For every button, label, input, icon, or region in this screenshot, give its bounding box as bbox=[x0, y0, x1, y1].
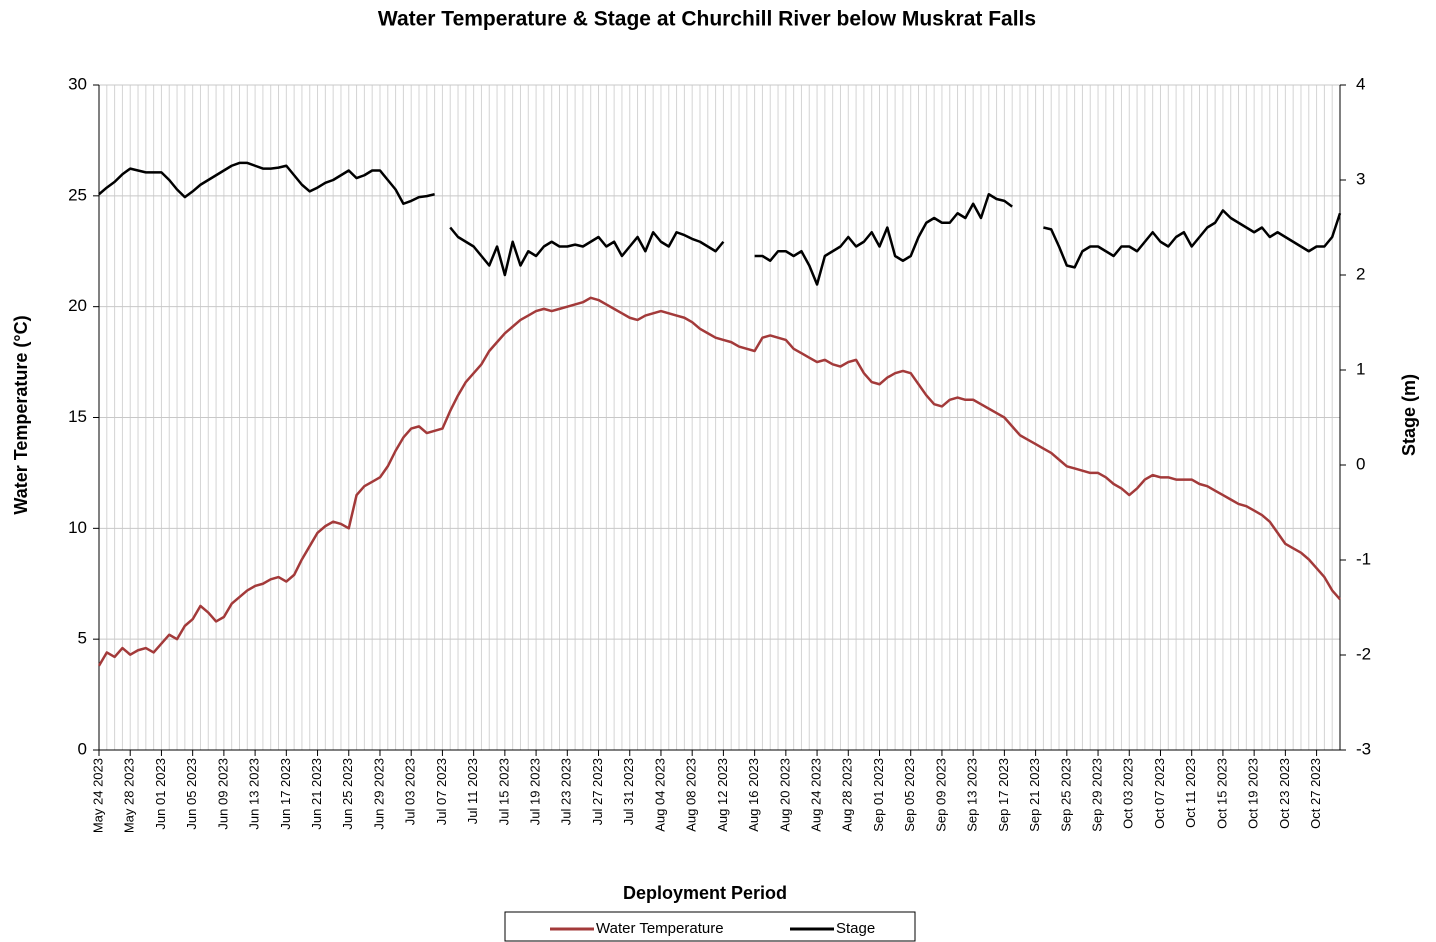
y-tick-label: 10 bbox=[68, 518, 87, 537]
x-tick-label: Jun 13 2023 bbox=[247, 758, 262, 830]
chart-title: Water Temperature & Stage at Churchill R… bbox=[378, 8, 1036, 31]
x-tick-label: Sep 05 2023 bbox=[902, 758, 917, 832]
x-tick-label: Jun 17 2023 bbox=[278, 758, 293, 830]
x-tick-label: Sep 25 2023 bbox=[1058, 758, 1073, 832]
x-tick-label: Jul 11 2023 bbox=[465, 758, 480, 824]
y2-tick-label: -1 bbox=[1356, 549, 1371, 568]
x-tick-label: Sep 21 2023 bbox=[1027, 758, 1042, 832]
y2-axis-title: Stage (m) bbox=[1399, 374, 1419, 456]
x-tick-label: Jul 15 2023 bbox=[496, 758, 511, 825]
x-tick-label: Oct 15 2023 bbox=[1214, 758, 1229, 829]
x-tick-label: Jun 29 2023 bbox=[371, 758, 386, 830]
y-tick-label: 25 bbox=[68, 185, 87, 204]
x-tick-label: Jul 07 2023 bbox=[434, 758, 449, 825]
x-tick-label: Jun 05 2023 bbox=[184, 758, 199, 830]
x-tick-label: Sep 29 2023 bbox=[1089, 758, 1104, 832]
x-tick-label: Jul 23 2023 bbox=[559, 758, 574, 825]
x-tick-label: Aug 04 2023 bbox=[652, 758, 667, 832]
x-tick-label: Aug 24 2023 bbox=[809, 758, 824, 832]
x-tick-label: Aug 20 2023 bbox=[777, 758, 792, 832]
x-tick-label: Sep 09 2023 bbox=[933, 758, 948, 832]
y2-tick-label: 0 bbox=[1356, 454, 1365, 473]
legend-label: Water Temperature bbox=[596, 920, 724, 937]
y2-tick-label: 1 bbox=[1356, 359, 1365, 378]
y2-tick-label: -3 bbox=[1356, 739, 1371, 758]
x-tick-label: Oct 27 2023 bbox=[1308, 758, 1323, 829]
x-tick-label: Oct 07 2023 bbox=[1152, 758, 1167, 829]
x-tick-label: Sep 01 2023 bbox=[871, 758, 886, 832]
x-tick-label: Sep 13 2023 bbox=[965, 758, 980, 832]
x-tick-label: Oct 03 2023 bbox=[1121, 758, 1136, 829]
x-tick-label: Sep 17 2023 bbox=[996, 758, 1011, 832]
x-axis-title: Deployment Period bbox=[623, 883, 787, 903]
x-tick-label: Jul 19 2023 bbox=[528, 758, 543, 825]
x-tick-label: Jun 21 2023 bbox=[309, 758, 324, 830]
y-tick-label: 5 bbox=[78, 629, 87, 648]
legend-box bbox=[504, 911, 916, 942]
y-tick-label: 15 bbox=[68, 407, 87, 426]
x-tick-label: May 24 2023 bbox=[90, 758, 105, 833]
legend-label: Stage bbox=[836, 920, 875, 937]
x-tick-label: Jun 25 2023 bbox=[340, 758, 355, 830]
x-tick-label: Jul 31 2023 bbox=[621, 758, 636, 825]
x-tick-label: May 28 2023 bbox=[122, 758, 137, 833]
x-tick-label: Aug 16 2023 bbox=[746, 758, 761, 832]
y-tick-label: 20 bbox=[68, 296, 87, 315]
series-line bbox=[98, 161, 1342, 286]
x-tick-label: Aug 08 2023 bbox=[684, 758, 699, 832]
y-axis-title: Water Temperature (°C) bbox=[11, 315, 31, 514]
series-line bbox=[97, 296, 1341, 667]
y-tick-label: 0 bbox=[78, 739, 87, 758]
y2-tick-label: 3 bbox=[1356, 169, 1365, 188]
x-tick-label: Aug 12 2023 bbox=[715, 758, 730, 832]
x-tick-label: Jul 03 2023 bbox=[403, 758, 418, 825]
x-tick-label: Jun 01 2023 bbox=[153, 758, 168, 830]
x-tick-label: Jun 09 2023 bbox=[215, 758, 230, 830]
x-tick-label: Jul 27 2023 bbox=[590, 758, 605, 825]
y2-tick-label: 4 bbox=[1356, 74, 1365, 93]
y2-tick-label: 2 bbox=[1356, 264, 1365, 283]
y2-tick-label: -2 bbox=[1356, 644, 1371, 663]
y-tick-label: 30 bbox=[68, 74, 87, 93]
x-tick-label: Oct 19 2023 bbox=[1246, 758, 1261, 829]
x-tick-label: Oct 23 2023 bbox=[1277, 758, 1292, 829]
x-tick-label: Oct 11 2023 bbox=[1183, 758, 1198, 828]
x-tick-label: Aug 28 2023 bbox=[840, 758, 855, 832]
